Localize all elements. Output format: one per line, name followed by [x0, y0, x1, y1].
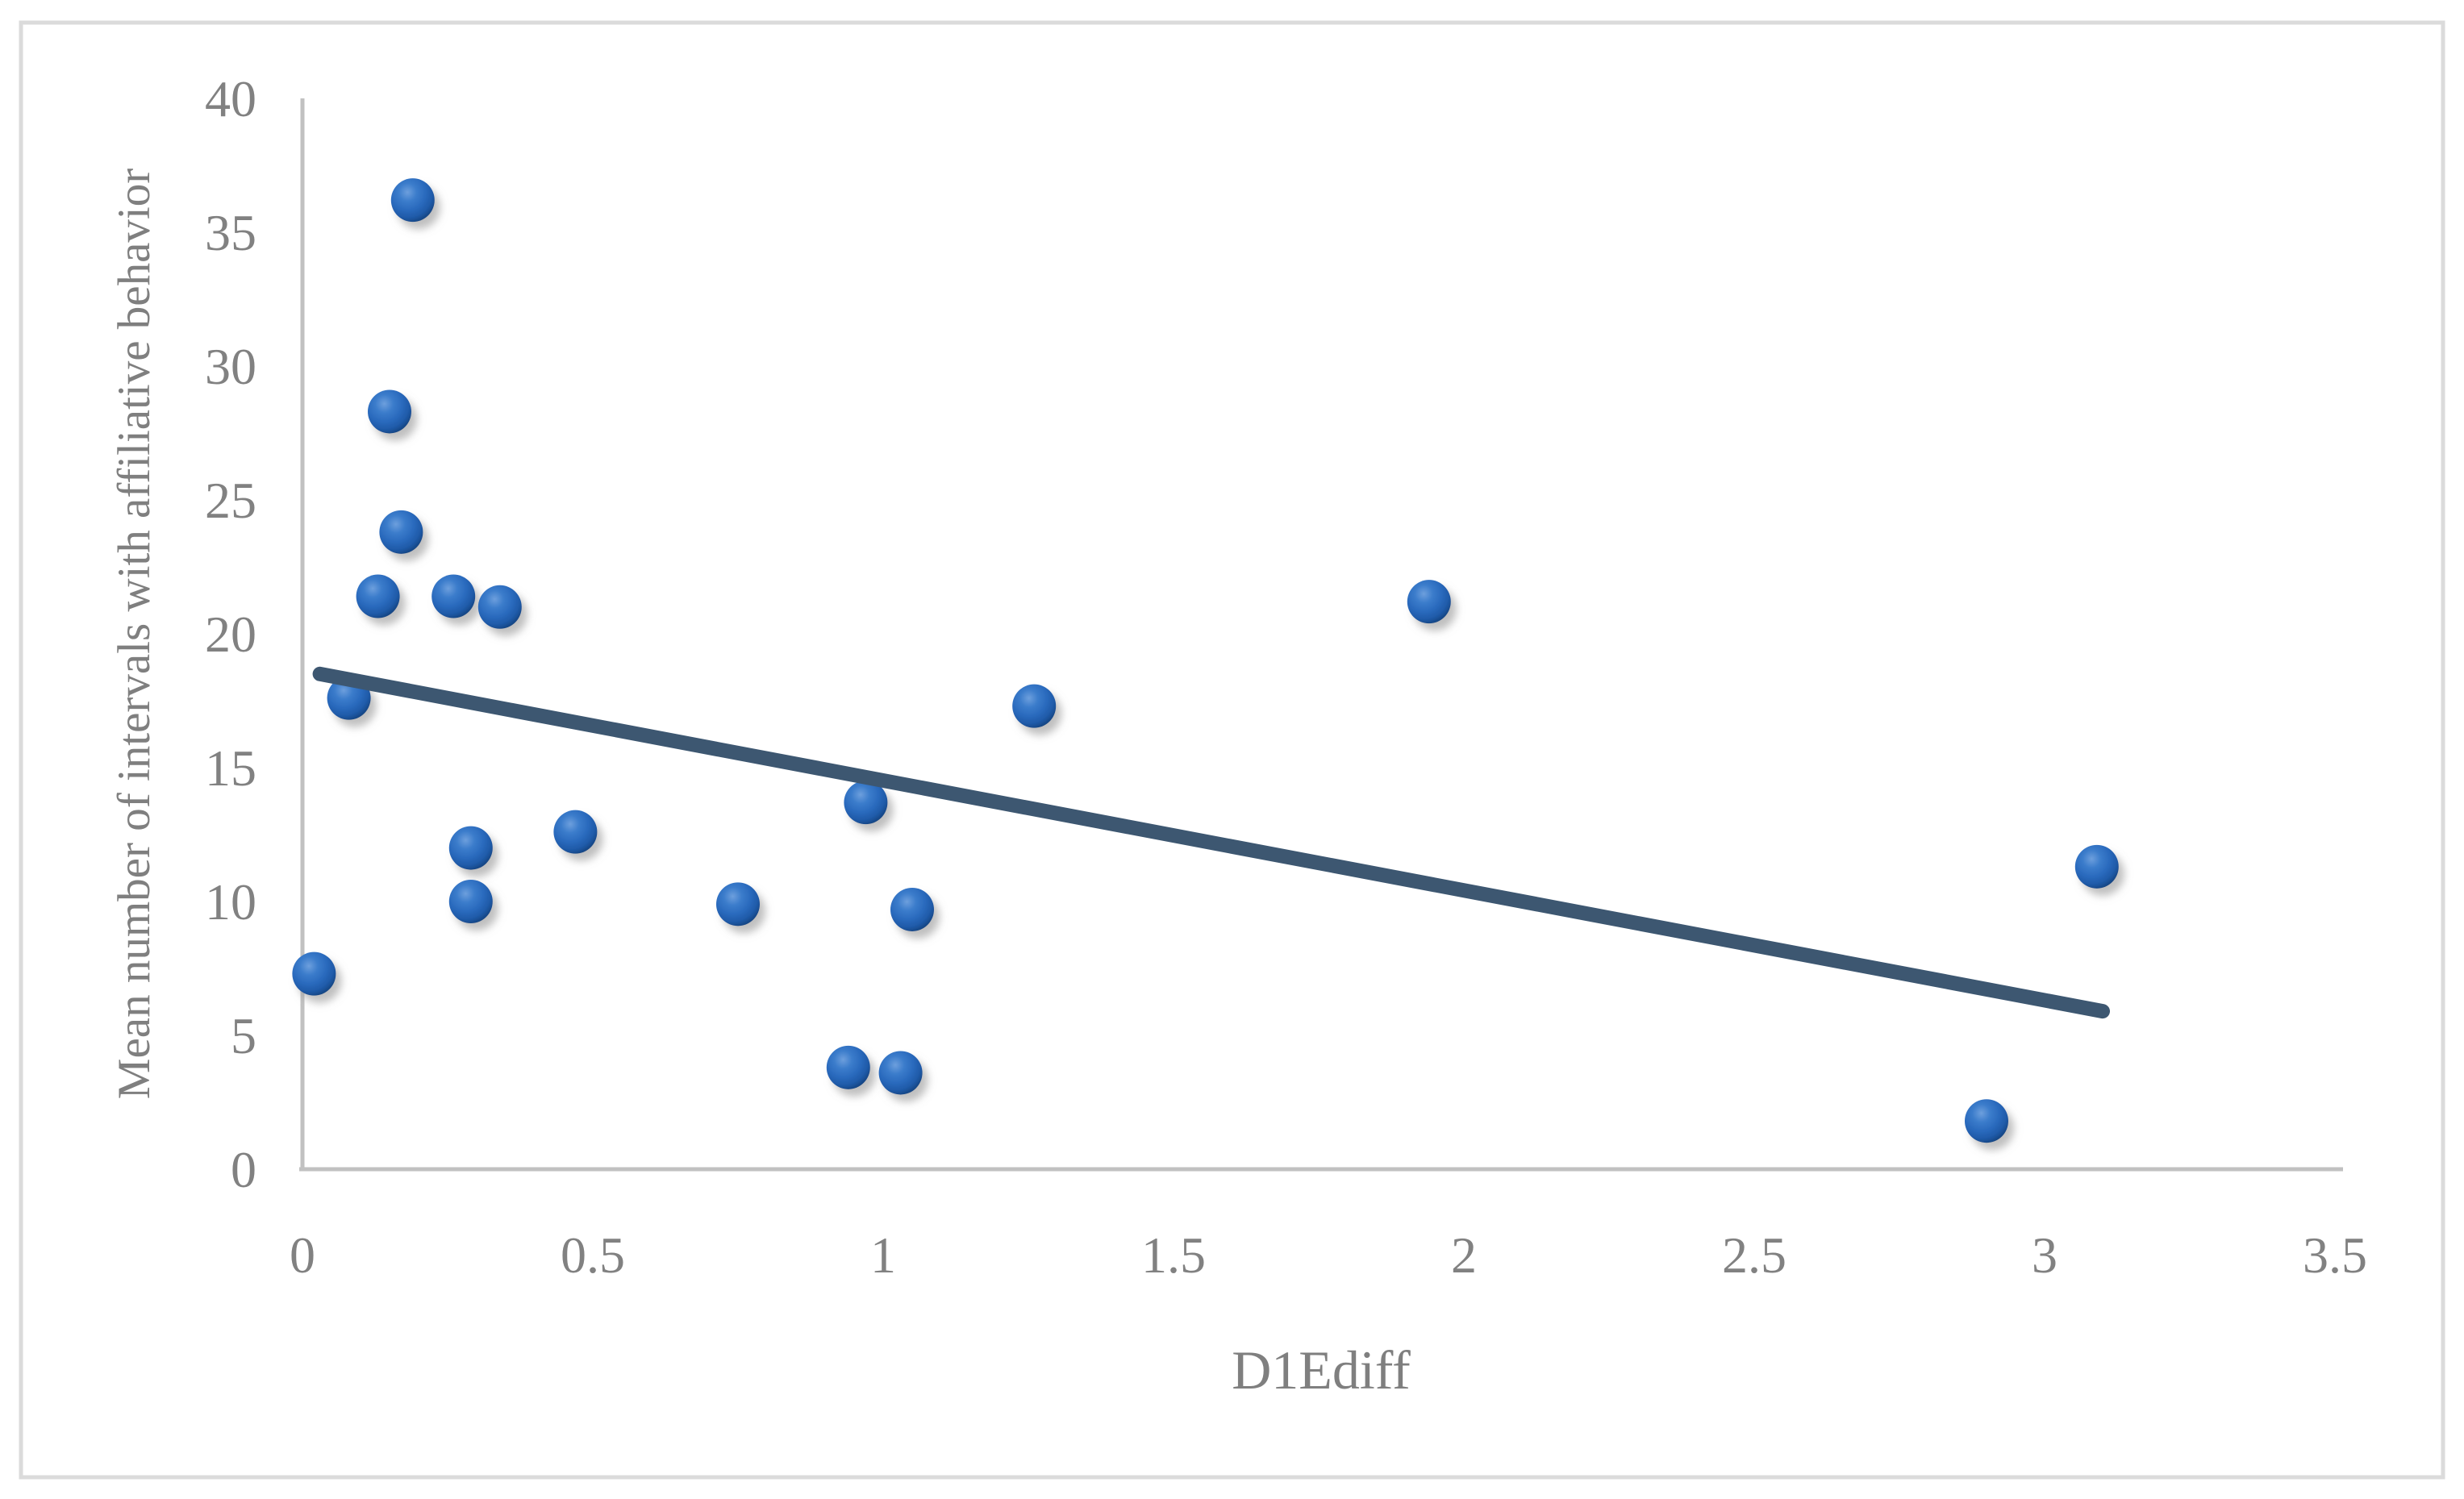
y-tick-label: 35 — [205, 204, 256, 261]
x-tick-label: 2 — [1451, 1226, 1477, 1284]
x-tick-label: 3 — [2032, 1226, 2058, 1284]
x-tick-label: 2.5 — [1722, 1226, 1787, 1284]
y-tick-label: 5 — [231, 1007, 256, 1064]
data-point — [716, 882, 760, 926]
y-tick-label: 0 — [231, 1141, 256, 1198]
data-point — [890, 887, 934, 931]
data-point — [368, 389, 411, 434]
data-point — [826, 1045, 870, 1089]
trend-line — [312, 666, 2110, 1019]
data-point — [844, 781, 888, 825]
x-tick-label: 1 — [870, 1226, 896, 1284]
y-axis-tick-labels: 0 5 10 15 20 25 30 35 40 — [205, 70, 256, 1198]
data-point — [2074, 844, 2119, 889]
x-tick-label: 0 — [290, 1226, 315, 1284]
y-tick-label: 15 — [205, 739, 256, 797]
data-point — [477, 585, 522, 629]
figure-border — [19, 20, 2445, 1480]
data-point — [390, 178, 435, 223]
y-tick-label: 25 — [205, 472, 256, 529]
data-point — [1965, 1099, 2008, 1143]
x-tick-label: 3.5 — [2303, 1226, 2367, 1284]
x-axis-tick-labels: 0 0.5 1 1.5 2 2.5 3 3.5 — [290, 1226, 2367, 1284]
y-tick-label: 20 — [205, 606, 256, 663]
x-tick-label: 1.5 — [1141, 1226, 1206, 1284]
y-axis-title: Mean number of intervals with affiliativ… — [109, 169, 160, 1099]
data-point — [356, 574, 400, 618]
data-points-group — [292, 178, 2119, 1143]
data-point — [432, 574, 476, 618]
data-point — [379, 510, 423, 554]
data-point — [448, 826, 493, 870]
data-point — [553, 810, 598, 854]
x-axis-title: D1Ediff — [1232, 1339, 1411, 1401]
y-tick-label: 10 — [205, 873, 256, 931]
data-point — [1012, 684, 1057, 728]
data-point — [292, 951, 336, 996]
y-tick-label: 40 — [205, 70, 256, 127]
data-point — [1407, 580, 1451, 624]
data-point — [878, 1051, 923, 1095]
y-tick-label: 30 — [205, 338, 256, 395]
data-point — [448, 880, 493, 923]
x-tick-label: 0.5 — [561, 1226, 625, 1284]
